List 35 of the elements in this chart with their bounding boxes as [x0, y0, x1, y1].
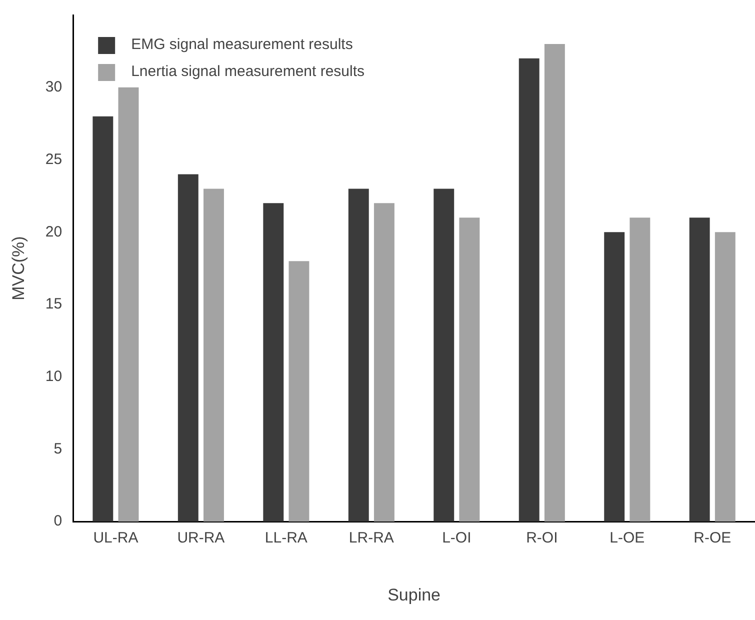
- x-tick-label: LL-RA: [264, 530, 308, 547]
- y-tick-label: 0: [54, 512, 62, 530]
- bar: [263, 203, 284, 522]
- bar: [518, 58, 540, 522]
- legend-label: Lnertia signal measurement results: [131, 63, 365, 80]
- x-tick-label: UR-RA: [177, 530, 225, 547]
- x-tick-label: UL-RA: [93, 530, 138, 547]
- y-tick-label: 15: [45, 296, 62, 313]
- bar: [92, 116, 114, 522]
- x-tick-label: R-OE: [694, 530, 732, 547]
- bar: [689, 218, 710, 522]
- x-tick-label: LR-RA: [348, 530, 394, 547]
- y-axis-title: MVC(%): [8, 236, 28, 300]
- y-tick-label: 30: [45, 78, 62, 96]
- x-tick-label: L-OI: [442, 530, 472, 547]
- bar: [288, 261, 310, 522]
- legend-label: EMG signal measurement results: [131, 36, 353, 54]
- bar: [714, 232, 736, 522]
- bar: [434, 188, 454, 522]
- bar: [544, 44, 565, 522]
- x-axis-title: Supine: [388, 585, 441, 604]
- bar: [348, 188, 369, 522]
- y-tick-label: 25: [45, 150, 62, 168]
- y-tick-label: 5: [54, 440, 62, 458]
- x-tick-label: L-OE: [610, 530, 645, 547]
- bar: [459, 218, 480, 522]
- bar: [178, 174, 198, 522]
- y-tick-label: 10: [45, 368, 62, 385]
- bar: [118, 87, 139, 522]
- bar: [604, 232, 625, 522]
- bar: [630, 218, 650, 522]
- y-tick-label: 20: [45, 223, 62, 240]
- bar: [374, 203, 394, 522]
- x-tick-label: R-OI: [526, 530, 558, 547]
- bar: [204, 188, 224, 522]
